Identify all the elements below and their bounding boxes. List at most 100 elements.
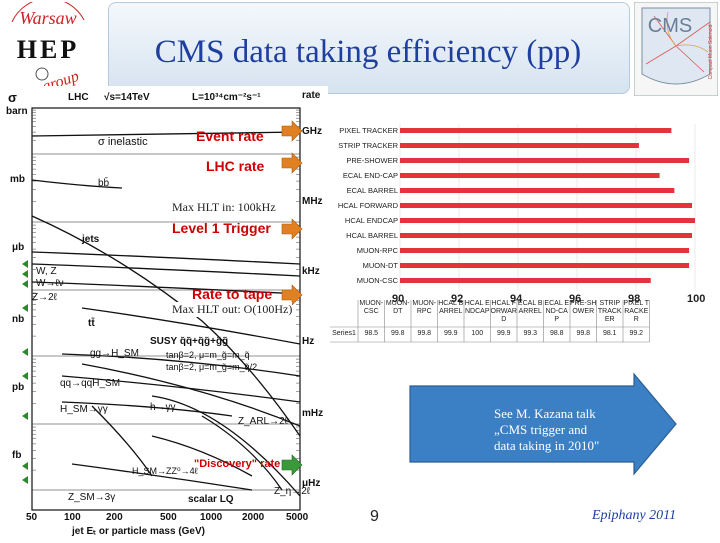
plot-header-lhc: LHC [68,92,89,103]
x-tick-100: 100 [64,512,81,523]
efficiency-x-tick: 92 [451,293,464,305]
right-axis-title: rate [302,90,321,101]
logo-hep-text: HEP [17,35,79,64]
plot-header-lumi: L=10³⁴cm⁻²s⁻¹ [192,92,261,103]
x-tick-1000: 1000 [200,512,223,523]
hsm-gg-curve [61,401,233,417]
susy-tanb-label: tanβ=2, μ=m_g̃=m_q̃ [166,350,250,360]
bb-curve [31,179,123,189]
efficiency-x-tick: 100 [687,293,706,305]
efficiency-chart [330,118,720,346]
cross-section-curves [22,107,303,511]
zarl-label: Z_ARL→2ℓ [238,416,288,427]
gghsm-label: gg→H_SM [90,348,139,359]
sigma-inelastic-curve [31,131,301,137]
table-header-cell: MUON-CSC [359,300,384,315]
efficiency-x-tick: 90 [392,293,405,305]
efficiency-x-tick: 98 [628,293,641,305]
table-header-cell: PRE-SHOWER [570,300,597,315]
x-tick-500: 500 [160,512,177,523]
zeta-label: Z_η→2ℓ [274,486,311,497]
callout-line-1: See M. Kazana talk [494,406,596,421]
x-tick-200: 200 [106,512,123,523]
table-value-cell: 99.8 [390,330,405,337]
max-hlt-in-note: Max HLT in: 100kHz [172,200,276,215]
discovery-rate-label: "Discovery" rate [194,458,281,470]
left-tick-mb: mb [10,174,25,185]
table-header-cell: MUON-RPC [412,300,437,315]
left-axis-title: σ [8,90,17,105]
table-value-cell: 98.5 [364,330,379,337]
efficiency-category-label: ECAL BARREL [346,186,398,195]
table-header-cell: PIXEL TRACKER [623,300,650,323]
right-tick-uhz: μHz [302,478,321,489]
title-bar [108,2,630,94]
table-header-cell: ECAL BARREL [517,300,543,315]
qqhsm-label: qq→qqH_SM [60,378,121,389]
efficiency-bar [400,248,690,253]
right-tick-hz: Hz [302,336,315,347]
jets-label: jets [82,234,100,245]
table-grid [330,300,650,343]
efficiency-data-table: MUON-CSC MUON-DT MUON-RPC HCAL BARREL HCAL E… [330,300,718,344]
qqhsm-curve [61,375,301,403]
x-tick-2000: 2000 [242,512,265,523]
efficiency-category-label: MUON-RPC [356,246,398,255]
table-value-cell: 99.8 [576,330,591,337]
table-value-cell: 98.1 [602,330,617,337]
rate-to-tape-label: Rate to tape [192,286,273,302]
cms-logo-side-text: Compact Muon Solenoid [708,24,714,79]
warsaw-hep-logo: Warsaw HEP group [2,0,94,96]
efficiency-category-label: STRIP TRACKER [338,141,398,150]
gghsm-curve [61,353,301,377]
right-tick-mhz: MHz [302,196,323,207]
left-tick-fb: fb [12,450,22,461]
efficiency-bar [400,263,690,268]
right-tick-ghz: GHz [302,126,322,137]
table-header-cell: STRIP TRACKER [597,300,622,323]
efficiency-bar [400,203,693,208]
scalar-lq-label: scalar LQ [188,494,234,505]
callout-line-3: data taking in 2010" [494,438,600,453]
zarl-curve [151,395,301,497]
table-value-cell: 99.2 [629,330,644,337]
zsm-label: Z_SM→3γ [68,492,116,503]
max-hlt-out-note: Max HLT out: O(100Hz) [172,302,293,317]
table-header-cell: HCAL BARREL [438,300,464,315]
right-tick-mhz-milli: mHz [302,408,324,419]
callout-arrow [408,372,678,476]
lq-curve [201,415,283,491]
left-tick-pb: pb [12,382,25,393]
bb-label: bb̄ [98,178,110,189]
efficiency-bar [400,278,651,283]
jets-curve [31,215,301,437]
efficiency-x-ticks: 90 92 94 96 98 100 [330,118,720,346]
susy-tanb2-label: tanβ=2, μ=m_g̃=m_q̃/2 [166,362,258,372]
efficiency-bar [400,128,672,133]
table-value-cell: 100 [471,330,484,337]
left-axis-unit: barn [6,106,28,117]
wlnu-curve [31,263,301,277]
level1-trigger-label: Level 1 Trigger [172,220,271,236]
hsm-zz-label: H_SM→ZZ⁰→4ℓ [132,466,198,476]
efficiency-category-label: HCAL BARREL [346,231,398,240]
event-rate-label: Event rate [196,128,264,144]
z2l-label: Z→2ℓ [32,292,57,303]
hsm-gg-label: H_SM→γγ [60,404,108,415]
efficiency-bars [399,124,696,291]
efficiency-x-tick: 94 [510,293,523,305]
table-header-cell: HCAL ENDCAP [464,300,490,315]
efficiency-category-label: MUON-CSC [356,276,398,285]
page-title: CMS data taking efficiency (pp) [154,34,582,70]
efficiency-category-labels: PIXEL TRACKER STRIP TRACKER PRE-SHOWER ECAL… [330,118,720,346]
cross-section-plot: σ barn LHC √s=14TeV L=10³⁴cm⁻²s⁻¹ rate m… [2,86,328,538]
logo-warsaw-text: Warsaw [19,8,76,28]
table-value-cell: 99.3 [523,330,538,337]
susy-curve [81,363,301,427]
cms-logo: CMS Compact Muon Solenoid [633,1,719,97]
efficiency-category-label: PRE-SHOWER [346,156,398,165]
h-gg-curve [91,405,153,477]
wlnu-label: W→ℓν [36,278,64,289]
table-value-cell: 99.9 [443,330,458,337]
cms-logo-text: CMS [648,15,692,37]
